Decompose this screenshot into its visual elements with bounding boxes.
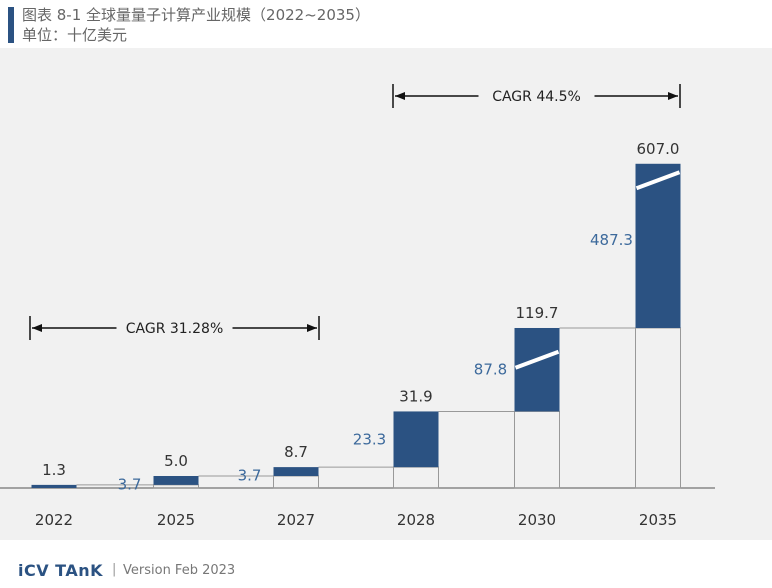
x-tick-label: 2022 (35, 511, 73, 529)
bar-increment (31, 484, 77, 488)
increment-label: 23.3 (353, 430, 386, 448)
bar-base-outline (393, 466, 439, 489)
annotation-arrowhead (395, 92, 405, 100)
axis-break-mark (514, 349, 560, 370)
x-tick-label: 2035 (639, 511, 677, 529)
axis-break-mark (635, 170, 681, 191)
bar-value-label: 31.9 (399, 387, 432, 405)
increment-label: 3.7 (118, 475, 142, 493)
increment-label: 87.8 (474, 361, 507, 379)
bar-value-label: 1.3 (42, 461, 66, 479)
bar-increment (514, 327, 560, 412)
bar-value-label: 8.7 (284, 443, 308, 461)
footer-version: Version Feb 2023 (123, 563, 236, 578)
x-tick-label: 2030 (518, 511, 556, 529)
cagr-annotation-2: CAGR 44.5% (492, 89, 581, 105)
increment-label: 3.7 (238, 467, 262, 485)
bar-value-label: 119.7 (516, 304, 559, 322)
x-tick-label: 2025 (157, 511, 195, 529)
annotation-arrowhead (307, 324, 317, 332)
footer-logo: iCV TAnK (18, 561, 104, 580)
title-accent-bar (8, 7, 14, 43)
bar-value-label: 5.0 (164, 452, 188, 470)
bar-base-outline (635, 327, 681, 489)
bar-increment (153, 476, 199, 485)
bar-base-outline (514, 410, 560, 489)
annotation-arrowhead (32, 324, 42, 332)
x-tick-label: 2027 (277, 511, 315, 529)
bar-increment (635, 163, 681, 328)
chart-title: 图表 8-1 全球量量子计算产业规模（2022~2035） (22, 6, 370, 24)
cagr-annotation-1: CAGR 31.28% (126, 321, 224, 337)
bar-value-label: 607.0 (637, 140, 680, 158)
bar-increment (273, 467, 319, 476)
bar-base-outline (273, 475, 319, 489)
bar-base-outline (153, 484, 199, 489)
chart-svg: 1.3 2022 5.0 3.7 2025 8.7 3.7 2027 31.9 23.3 2028 1… (0, 84, 715, 529)
footer-separator: | (112, 562, 117, 577)
annotation-arrowhead (668, 92, 678, 100)
increment-label: 487.3 (590, 231, 633, 249)
chart-unit: 单位：十亿美元 (22, 26, 128, 44)
bar-increment (393, 411, 439, 468)
x-tick-label: 2028 (397, 511, 435, 529)
